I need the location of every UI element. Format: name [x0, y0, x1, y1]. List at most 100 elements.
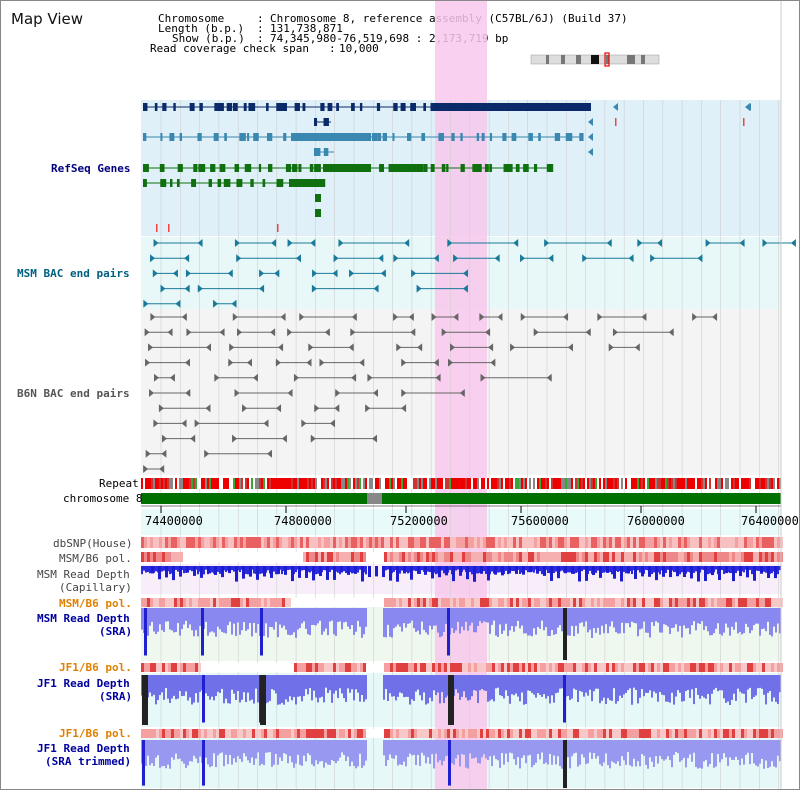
depth-bar	[583, 608, 585, 627]
depth-bar	[485, 608, 487, 623]
bac-end-arrow	[308, 343, 314, 352]
bac-end-arrow	[348, 343, 354, 352]
heat-cell	[480, 663, 483, 672]
heat-cell	[357, 537, 360, 548]
heat-cell	[627, 729, 630, 738]
bac-end-arrow	[433, 254, 439, 263]
heat-cell	[150, 537, 153, 548]
depth-bar	[197, 740, 199, 763]
depth-bar	[701, 566, 703, 570]
depth-bar	[421, 675, 423, 701]
heat-cell	[324, 729, 327, 738]
depth-bar	[715, 740, 717, 767]
track-label-chromosome[interactable]: chromosome 8	[63, 492, 143, 505]
track-label-msm-b6-pol[interactable]: MSM/B6 pol.	[59, 552, 132, 565]
repeat-segment	[445, 478, 447, 489]
depth-bar	[395, 675, 397, 701]
depth-bar	[411, 675, 413, 700]
depth-bar	[747, 740, 749, 753]
depth-bar	[429, 608, 431, 626]
colon: :	[257, 22, 264, 35]
heat-cell	[621, 729, 624, 738]
heat-cell	[588, 729, 591, 738]
ideogram-band	[546, 55, 549, 64]
heat-cell	[561, 552, 564, 562]
gene-exon	[159, 164, 165, 172]
heat-cell	[633, 729, 636, 738]
track-label-msm-depth-sra[interactable]: MSM Read Depth	[37, 612, 130, 625]
bac-end-arrow	[488, 343, 494, 352]
heat-cell	[513, 663, 516, 672]
depth-bar	[690, 566, 693, 579]
gene-exon	[430, 103, 435, 111]
heat-cell	[666, 663, 669, 672]
repeat-segment	[159, 478, 161, 489]
depth-bar	[689, 675, 691, 698]
depth-bar	[297, 740, 299, 755]
heat-cell	[759, 729, 762, 738]
depth-bar	[589, 566, 591, 571]
track-label-dbsnp[interactable]: dbSNP(House)	[53, 537, 133, 550]
depth-bar	[229, 740, 231, 755]
heat-cell	[330, 598, 333, 607]
heat-cell	[507, 537, 510, 548]
repeat-segment	[177, 478, 179, 489]
depth-bar	[477, 608, 479, 626]
track-label-jf1-trim[interactable]: JF1 Read Depth	[37, 742, 130, 755]
repeat-segment	[383, 478, 385, 489]
heat-cell	[693, 598, 696, 607]
heat-cell	[603, 663, 606, 672]
heat-cell	[567, 552, 570, 562]
ideogram-band	[591, 55, 599, 64]
track-label-msm-depth-cap[interactable]: MSM Read Depth	[37, 568, 130, 581]
track-label-jf1-pol[interactable]: JF1/B6 pol.	[59, 661, 132, 674]
axis-tick-label: 75200000	[390, 514, 448, 528]
repeat-segment	[317, 478, 319, 489]
track-label-refseq[interactable]: RefSeq Genes	[51, 162, 131, 175]
repeat-segment	[417, 478, 419, 489]
heat-cell	[495, 537, 498, 548]
heat-cell	[228, 663, 231, 672]
heat-cell	[522, 598, 525, 607]
depth-bar	[547, 566, 549, 573]
heat-cell	[255, 537, 258, 548]
repeat-segment	[467, 478, 469, 489]
heat-cell	[342, 663, 345, 672]
heat-cell	[546, 552, 549, 562]
heat-cell	[696, 729, 699, 738]
depth-bar	[491, 740, 493, 767]
repeat-segment	[161, 478, 163, 489]
bac-end-arrow	[739, 239, 745, 247]
heat-cell	[303, 537, 306, 548]
heat-cell	[213, 729, 216, 738]
depth-bar	[671, 675, 673, 693]
heat-cell	[417, 537, 420, 548]
bac-end-arrow	[205, 404, 211, 413]
heat-cell	[540, 598, 543, 607]
heat-cell	[318, 552, 321, 562]
track-label-msm-bac[interactable]: MSM BAC end pairs	[17, 267, 130, 280]
heat-cell	[705, 729, 708, 738]
heat-cell	[756, 598, 759, 607]
track-label-jf1-pol-2[interactable]: JF1/B6 pol.	[59, 727, 132, 740]
heat-cell	[486, 537, 489, 548]
track-label-jf1-depth[interactable]: JF1 Read Depth	[37, 677, 130, 690]
depth-bar	[415, 740, 417, 766]
bac-end-arrow	[314, 404, 320, 413]
repeat-segment	[285, 478, 287, 489]
depth-bar	[707, 675, 709, 695]
heat-cell	[174, 598, 177, 607]
track-label-msm-b6-pol-2[interactable]: MSM/B6 pol.	[59, 597, 132, 610]
track-label-repeat[interactable]: Repeat	[99, 477, 139, 490]
bac-end-arrow	[435, 373, 441, 382]
heat-cell	[180, 537, 183, 548]
depth-bar	[623, 675, 625, 695]
gene-exon	[579, 133, 584, 141]
depth-bar	[211, 675, 213, 697]
heat-cell	[459, 663, 462, 672]
repeat-segment	[593, 478, 595, 489]
heat-cell	[264, 552, 267, 562]
track-label-b6n-bac[interactable]: B6N BAC end pairs	[17, 387, 130, 400]
heat-cell	[525, 537, 528, 548]
